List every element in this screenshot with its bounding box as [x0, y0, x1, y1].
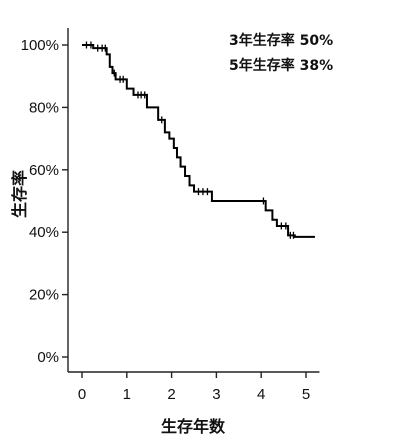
- annotation-3yr-survival: 3年生存率 50%: [229, 32, 333, 49]
- x-tick-label: 3: [212, 386, 220, 403]
- x-tick-label: 0: [78, 386, 86, 403]
- y-ticks: 0% 20% 40% 60% 80% 100%: [21, 37, 68, 366]
- y-tick-label: 80%: [29, 99, 59, 116]
- y-tick-label: 60%: [29, 162, 59, 179]
- y-tick-label: 100%: [21, 37, 59, 54]
- x-tick-label: 2: [167, 386, 175, 403]
- x-tick-label: 4: [257, 386, 265, 403]
- x-tick-label: 5: [302, 386, 310, 403]
- annotation-5yr-survival: 5年生存率 38%: [229, 57, 333, 74]
- y-tick-label: 40%: [29, 224, 59, 241]
- x-ticks: 0 1 2 3 4 5: [78, 372, 310, 403]
- survival-step-line: [82, 44, 315, 238]
- axes: [67, 28, 320, 373]
- y-axis-title: 生存率: [10, 170, 29, 218]
- y-tick-label: 0%: [37, 349, 59, 366]
- x-axis-title: 生存年数: [161, 417, 226, 436]
- y-tick-label: 20%: [29, 287, 59, 304]
- plot-area: [82, 41, 315, 239]
- x-tick-label: 1: [123, 386, 131, 403]
